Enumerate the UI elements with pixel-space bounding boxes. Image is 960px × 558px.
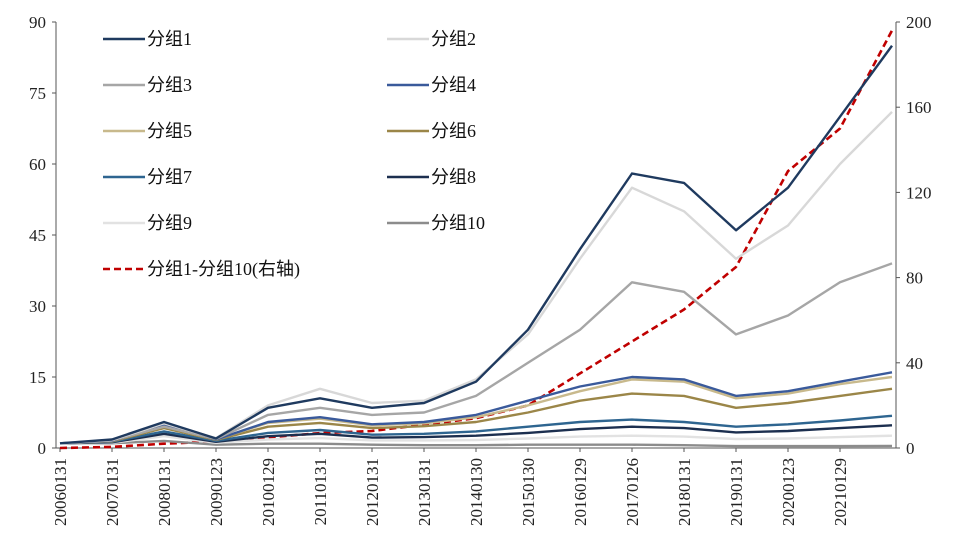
right-tick-label: 120 [906, 183, 932, 202]
right-y-ticks: 0 40 80 120 160 200 [896, 13, 932, 458]
left-tick-label: 45 [29, 226, 46, 245]
left-tick-label: 90 [29, 13, 46, 32]
x-tick-label: 20140130 [467, 458, 486, 526]
x-tick-label: 20160129 [571, 458, 590, 526]
left-tick-label: 30 [29, 297, 46, 316]
x-ticks: 20060131 20070131 20080131 20090123 20100129… [51, 448, 850, 526]
legend-label: 分组7 [147, 167, 192, 187]
series-layer [59, 29, 894, 450]
x-tick-label: 20070131 [103, 458, 122, 526]
x-tick-label: 20170126 [623, 458, 642, 526]
x-tick-label: 20090123 [207, 458, 226, 526]
x-tick-label: 20120131 [363, 458, 382, 526]
right-tick-label: 40 [906, 354, 923, 373]
x-tick-label: 20080131 [155, 458, 174, 526]
series-line [59, 414, 893, 445]
x-tick-label: 20180131 [675, 458, 694, 526]
x-tick-label: 20190131 [727, 458, 746, 526]
legend-label: 分组6 [431, 121, 476, 141]
legend-label: 分组8 [431, 167, 476, 187]
x-tick-label: 20060131 [51, 458, 70, 526]
series-line [59, 44, 893, 445]
legend-label: 分组1 [147, 29, 192, 49]
legend-label: 分组10 [431, 213, 485, 233]
left-tick-label: 0 [38, 439, 47, 458]
right-tick-label: 0 [906, 439, 915, 458]
legend-label: 分组4 [431, 75, 476, 95]
left-tick-label: 75 [29, 84, 46, 103]
x-tick-label: 20200123 [779, 458, 798, 526]
legend-label: 分组9 [147, 213, 192, 233]
left-y-ticks: 0 15 30 45 60 75 90 [29, 13, 56, 458]
legend-label: 分组1-分组10(右轴) [147, 259, 300, 280]
right-tick-label: 80 [906, 269, 923, 288]
x-tick-label: 20110131 [311, 458, 330, 525]
legend-label: 分组3 [147, 75, 192, 95]
x-tick-label: 20100129 [259, 458, 278, 526]
series-line [59, 424, 893, 445]
right-tick-label: 200 [906, 13, 932, 32]
legend-label: 分组5 [147, 121, 192, 141]
x-tick-label: 20210129 [831, 458, 850, 526]
left-tick-label: 60 [29, 155, 46, 174]
series-line [59, 434, 893, 445]
x-tick-label: 20130131 [415, 458, 434, 526]
right-tick-label: 160 [906, 98, 932, 117]
x-tick-label: 20150130 [519, 458, 538, 526]
legend-label: 分组2 [431, 29, 476, 49]
left-tick-label: 15 [29, 368, 46, 387]
series-line [59, 262, 893, 445]
series-line [60, 439, 893, 448]
legend: 分组1 分组2 分组3 分组4 分组5 分组6 分组7 分组8 分组9 分组10 分组1-分组10(… [103, 29, 485, 280]
